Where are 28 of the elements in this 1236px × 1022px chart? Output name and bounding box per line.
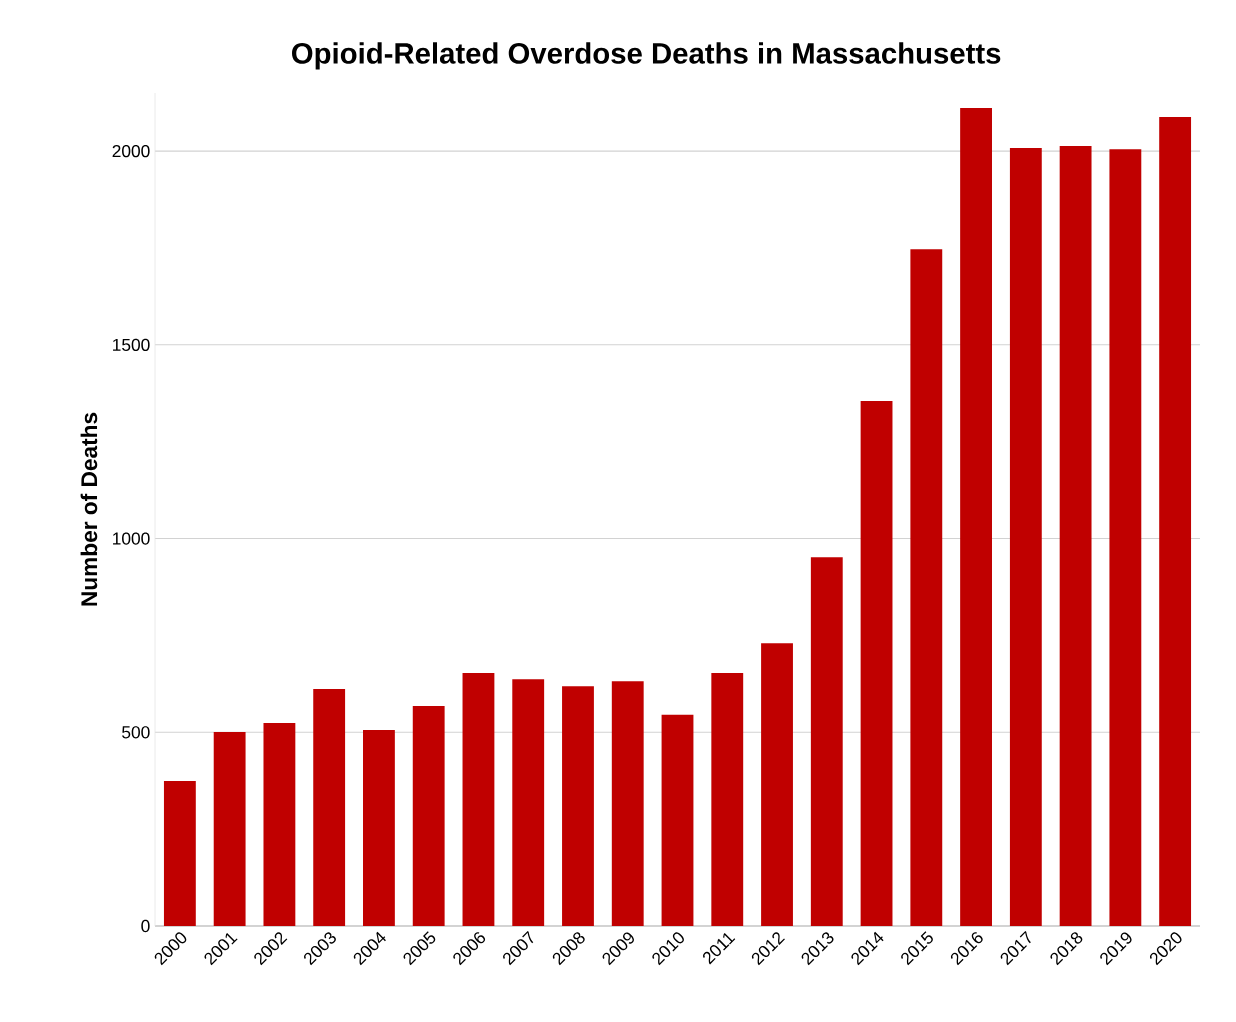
y-tick-label: 0 [141,919,150,933]
bar [910,249,943,926]
y-tick-label: 1500 [113,338,150,351]
bar [1109,149,1142,926]
bar [611,681,644,926]
y-axis-title: Number of Deaths [80,412,98,606]
bar [860,401,893,926]
bar [163,781,196,926]
bar [462,673,495,926]
y-tick-label: 1000 [113,532,150,545]
bar [263,722,296,926]
bar [512,679,545,926]
y-tick-label: 2000 [112,144,150,158]
bar [363,729,395,926]
bar [1059,146,1092,926]
bar [213,731,246,926]
bar [412,705,445,926]
bar [761,643,793,926]
bar [562,686,594,926]
chart-title: Opioid-Related Overdose Deaths in Massachusetts [292,42,1001,70]
bar [1009,148,1042,926]
bar [1159,117,1192,926]
bar [810,557,843,926]
bar [313,688,346,926]
y-tick-label: 500 [122,726,150,739]
bar [711,673,744,926]
bar [960,108,992,926]
bar [661,714,694,926]
